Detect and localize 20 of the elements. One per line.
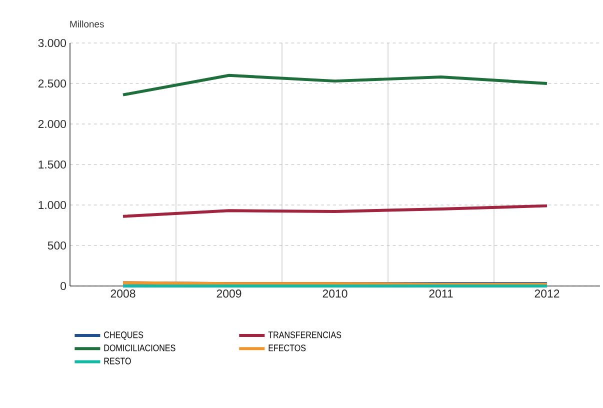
- legend-label: DOMICILIACIONES: [104, 344, 176, 352]
- y-axis-title: Millones: [70, 20, 104, 28]
- y-tick-label: 1.500: [38, 160, 66, 169]
- line-series: [122, 74, 548, 96]
- legend-label: EFECTOS: [268, 344, 306, 352]
- y-tick-label: 2.500: [38, 79, 66, 88]
- y-tick-label: 0: [60, 282, 66, 290]
- legend-label: CHEQUES: [104, 331, 144, 340]
- x-tick-label: 2008: [110, 290, 136, 298]
- y-tick-label: 3.000: [38, 38, 66, 48]
- legend-label: TRANSFERENCIAS: [268, 331, 342, 338]
- x-tick-label: 2010: [322, 290, 348, 298]
- y-tick-label: 2.000: [38, 120, 66, 128]
- x-tick-label: 2011: [429, 290, 453, 298]
- x-tick-label: 2012: [534, 290, 560, 298]
- x-tick-label: 2009: [216, 290, 242, 298]
- line-series: [122, 204, 548, 218]
- y-tick-label: 500: [48, 241, 66, 250]
- legend-label: RESTO: [104, 358, 131, 364]
- y-tick-label: 1.000: [38, 200, 66, 210]
